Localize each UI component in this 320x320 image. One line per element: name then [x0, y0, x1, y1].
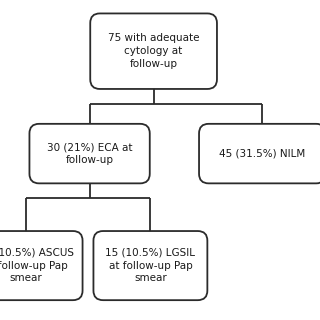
- FancyBboxPatch shape: [29, 124, 150, 183]
- Text: 30 (21%) ECA at
follow-up: 30 (21%) ECA at follow-up: [47, 142, 132, 165]
- FancyBboxPatch shape: [199, 124, 320, 183]
- FancyBboxPatch shape: [90, 13, 217, 89]
- Text: 45 (31.5%) NILM: 45 (31.5%) NILM: [219, 148, 306, 159]
- Text: 75 with adequate
cytology at
follow-up: 75 with adequate cytology at follow-up: [108, 33, 199, 69]
- Text: 15 (10.5%) LGSIL
at follow-up Pap
smear: 15 (10.5%) LGSIL at follow-up Pap smear: [105, 248, 196, 284]
- FancyBboxPatch shape: [93, 231, 207, 300]
- Text: 15 (10.5%) ASCUS
at follow-up Pap
smear: 15 (10.5%) ASCUS at follow-up Pap smear: [0, 248, 74, 284]
- FancyBboxPatch shape: [0, 231, 83, 300]
